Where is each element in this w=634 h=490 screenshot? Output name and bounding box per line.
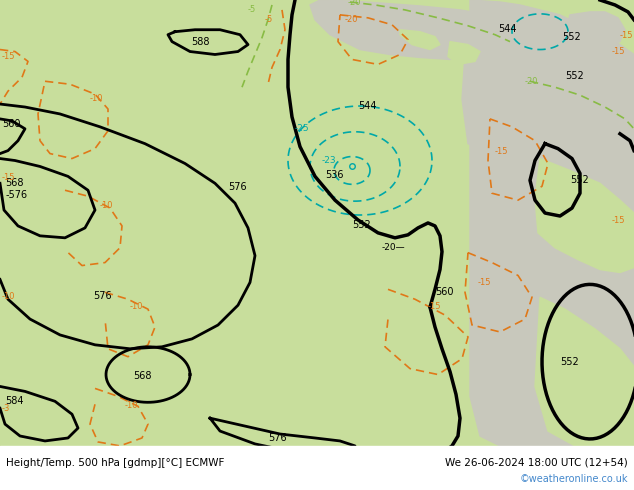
Text: -5: -5 bbox=[248, 5, 256, 14]
Polygon shape bbox=[568, 12, 625, 48]
Text: 544: 544 bbox=[358, 101, 377, 111]
Text: -10: -10 bbox=[100, 201, 113, 210]
Text: ©weatheronline.co.uk: ©weatheronline.co.uk bbox=[519, 474, 628, 484]
Text: -10: -10 bbox=[2, 292, 15, 301]
Polygon shape bbox=[0, 446, 634, 490]
Text: 584: 584 bbox=[5, 396, 23, 406]
Text: -15: -15 bbox=[2, 173, 15, 182]
Text: -15: -15 bbox=[620, 31, 633, 40]
Text: -20: -20 bbox=[525, 77, 538, 86]
Polygon shape bbox=[310, 0, 510, 59]
Polygon shape bbox=[470, 0, 634, 446]
Text: 552: 552 bbox=[565, 71, 584, 81]
Text: 560: 560 bbox=[2, 119, 20, 129]
Text: -15: -15 bbox=[428, 302, 441, 311]
Polygon shape bbox=[535, 297, 634, 446]
Text: -576: -576 bbox=[6, 190, 28, 200]
Text: 536: 536 bbox=[325, 171, 344, 180]
Polygon shape bbox=[0, 0, 634, 446]
Text: 576: 576 bbox=[268, 433, 287, 443]
Text: 576: 576 bbox=[93, 291, 112, 301]
Text: -10: -10 bbox=[90, 94, 103, 103]
Text: 544: 544 bbox=[498, 24, 517, 34]
Text: 552: 552 bbox=[560, 357, 579, 367]
Text: Height/Temp. 500 hPa [gdmp][°C] ECMWF: Height/Temp. 500 hPa [gdmp][°C] ECMWF bbox=[6, 458, 224, 468]
Text: 552: 552 bbox=[562, 32, 581, 42]
Text: 552: 552 bbox=[570, 175, 589, 185]
Text: We 26-06-2024 18:00 UTC (12+54): We 26-06-2024 18:00 UTC (12+54) bbox=[445, 458, 628, 468]
Polygon shape bbox=[448, 42, 480, 64]
Text: 560: 560 bbox=[435, 287, 453, 297]
Text: -5: -5 bbox=[265, 15, 273, 24]
Text: -23: -23 bbox=[322, 156, 337, 166]
Text: 552: 552 bbox=[352, 220, 371, 230]
Polygon shape bbox=[400, 30, 440, 49]
Text: -15: -15 bbox=[612, 48, 626, 56]
Text: -25: -25 bbox=[295, 124, 309, 133]
Polygon shape bbox=[0, 446, 634, 490]
Polygon shape bbox=[462, 54, 570, 159]
Text: -10: -10 bbox=[125, 401, 138, 410]
Text: -15: -15 bbox=[495, 147, 508, 156]
Text: 568: 568 bbox=[5, 178, 23, 188]
Polygon shape bbox=[535, 159, 634, 272]
Text: -20: -20 bbox=[348, 0, 361, 7]
Text: 576: 576 bbox=[228, 182, 247, 192]
Polygon shape bbox=[0, 0, 310, 42]
Text: -20—: -20— bbox=[382, 243, 406, 252]
Text: -3: -3 bbox=[2, 404, 10, 413]
Text: 588: 588 bbox=[191, 37, 209, 47]
Text: -15: -15 bbox=[478, 278, 491, 287]
Text: -20: -20 bbox=[345, 15, 358, 24]
Text: 568: 568 bbox=[133, 370, 152, 381]
Text: -10: -10 bbox=[130, 302, 143, 311]
Text: -15: -15 bbox=[612, 216, 626, 225]
Text: -15: -15 bbox=[2, 52, 15, 61]
